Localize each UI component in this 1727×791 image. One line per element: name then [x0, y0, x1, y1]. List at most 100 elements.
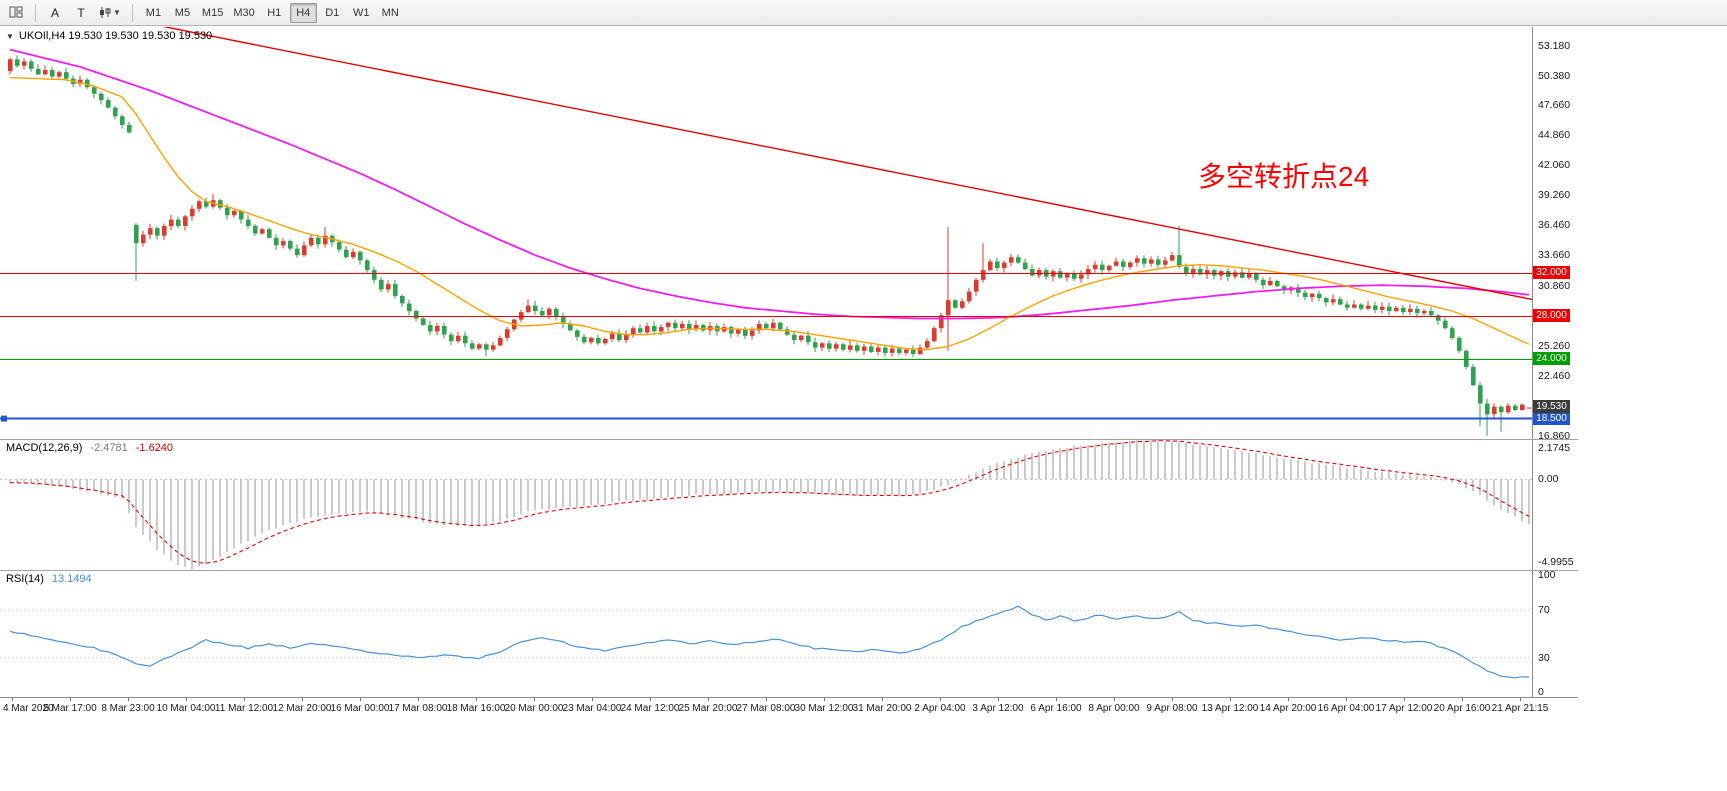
one-click-trading-arrow-icon[interactable]: ▼	[6, 31, 14, 41]
descending-trendline[interactable]	[150, 27, 1533, 301]
time-tick	[1056, 698, 1057, 701]
panel-divider[interactable]	[0, 439, 1578, 440]
time-tick	[186, 698, 187, 701]
time-tick	[302, 698, 303, 701]
time-label: 21 Apr 21:15	[1491, 703, 1549, 714]
ma-fast-line	[9, 76, 1530, 351]
tf-button-m5[interactable]: M5	[169, 3, 196, 23]
time-label: 6 Apr 16:00	[1030, 703, 1082, 714]
rsi-axis-30: 30	[1538, 651, 1550, 664]
time-tick	[1230, 698, 1231, 701]
time-label: 16 Apr 04:00	[1317, 703, 1375, 714]
price-tick: 22.460	[1538, 369, 1571, 382]
annotation-text: 多空转折点24	[1198, 161, 1370, 192]
macd-name: MACD(12,26,9)	[6, 442, 83, 454]
time-label: 24 Mar 12:00	[620, 703, 680, 714]
time-tick	[1404, 698, 1405, 701]
time-tick	[12, 698, 13, 701]
timeframe-toolbar: M1 M5 M15 M30 H1 H4 D1 W1 MN	[140, 2, 404, 23]
tile-windows-glyph	[9, 6, 23, 18]
time-tick	[1114, 698, 1115, 701]
panel-divider[interactable]	[0, 570, 1578, 571]
macd-plot[interactable]	[0, 440, 1533, 570]
tf-button-m1[interactable]: M1	[140, 3, 167, 23]
time-label: 11 Mar 12:00	[214, 703, 274, 714]
price-badge-18.500: 18.500	[1533, 411, 1570, 425]
time-label: 5 Mar 17:00	[43, 703, 97, 714]
price-tick: 16.860	[1538, 430, 1571, 443]
price-tick: 30.860	[1538, 279, 1571, 292]
time-label: 16 Mar 00:00	[330, 703, 390, 714]
macd-signal-value: -1.6240	[135, 442, 174, 454]
time-tick	[1520, 698, 1521, 701]
draw-tools-dropdown[interactable]: ▼	[95, 2, 125, 24]
tf-button-w1[interactable]: W1	[348, 3, 375, 23]
time-tick	[824, 698, 825, 701]
rsi-axis-0: 0	[1538, 686, 1544, 698]
tf-button-m30[interactable]: M30	[229, 3, 258, 23]
time-tick	[418, 698, 419, 701]
time-label: 31 Mar 20:00	[852, 703, 912, 714]
tf-button-h4[interactable]: H4	[289, 2, 317, 23]
price-tick: 42.060	[1538, 159, 1571, 172]
rsi-label: RSI(14) 13.1494	[6, 573, 92, 585]
macd-axis-min: -4.9955	[1538, 556, 1574, 568]
time-axis[interactable]: 4 Mar 2020 5 Mar 17:00 8 Mar 23:00 10 Mar 0…	[0, 697, 1578, 720]
tf-button-h1[interactable]: H1	[261, 3, 288, 23]
time-tick	[882, 698, 883, 701]
toolbar-separator	[131, 3, 133, 22]
time-label: 18 Mar 16:00	[446, 703, 506, 714]
rsi-axis-100: 100	[1538, 569, 1556, 581]
toolbar-separator	[35, 3, 36, 22]
rsi-axis-70: 70	[1538, 604, 1550, 617]
time-label: 8 Mar 23:00	[101, 703, 155, 714]
time-label: 20 Apr 16:00	[1433, 703, 1491, 714]
main-price-panel: ▼ UKOIl,H4 19.530 19.530 19.530 19.530 多…	[0, 27, 1578, 443]
time-tick	[592, 698, 593, 701]
time-label: 10 Mar 04:00	[156, 703, 216, 714]
price-badge-32.000: 32.000	[1533, 266, 1570, 280]
time-label: 23 Mar 04:00	[562, 703, 622, 714]
time-label: 14 Apr 20:00	[1259, 703, 1317, 714]
top-toolbar: A T ▼ M1 M5 M15 M30 H1 H4 D1 W1 MN	[0, 0, 1727, 26]
price-tick: 36.460	[1538, 219, 1571, 232]
time-label: 4 Mar 2020	[3, 703, 54, 714]
tile-windows-icon[interactable]	[4, 2, 28, 24]
rsi-name: RSI(14)	[6, 573, 44, 585]
time-label: 9 Apr 08:00	[1146, 703, 1198, 714]
main-chart-plot[interactable]	[0, 27, 1533, 439]
symbol-ohlc-label: ▼ UKOIl,H4 19.530 19.530 19.530 19.530	[6, 30, 212, 42]
time-tick	[650, 698, 651, 701]
time-label: 3 Apr 12:00	[972, 703, 1024, 714]
time-label: 20 Mar 00:00	[504, 703, 564, 714]
time-tick	[534, 698, 535, 701]
time-tick	[476, 698, 477, 701]
time-tick	[360, 698, 361, 701]
tf-button-d1[interactable]: D1	[319, 3, 346, 23]
hline-drag-handle[interactable]	[1, 415, 7, 422]
time-label: 2 Apr 04:00	[914, 703, 966, 714]
time-tick	[70, 698, 71, 701]
tf-button-m15[interactable]: M15	[198, 3, 227, 23]
macd-axis-max: 2.1745	[1538, 442, 1571, 454]
rsi-panel: RSI(14) 13.1494 100 70 30 0	[0, 569, 1578, 698]
time-tick	[708, 698, 709, 701]
cursor-tool-button[interactable]: A	[43, 2, 67, 24]
time-tick	[1172, 698, 1173, 701]
rsi-plot[interactable]	[0, 571, 1533, 697]
chart-window: ▼ UKOIl,H4 19.530 19.530 19.530 19.530 多…	[0, 27, 1578, 720]
macd-main-value: -2.4781	[90, 442, 128, 454]
candlestick-tool-icon	[100, 7, 111, 18]
time-tick	[1346, 698, 1347, 701]
time-label: 8 Apr 00:00	[1088, 703, 1140, 714]
tf-button-mn[interactable]: MN	[377, 3, 404, 23]
text-tool-button[interactable]: T	[69, 2, 93, 24]
time-tick	[940, 698, 941, 701]
price-tick: 25.260	[1538, 339, 1571, 352]
time-tick	[1462, 698, 1463, 701]
price-tick: 33.660	[1538, 249, 1571, 262]
rsi-value: 13.1494	[51, 573, 92, 585]
time-label: 27 Mar 08:00	[736, 703, 796, 714]
rsi-line	[9, 605, 1530, 679]
